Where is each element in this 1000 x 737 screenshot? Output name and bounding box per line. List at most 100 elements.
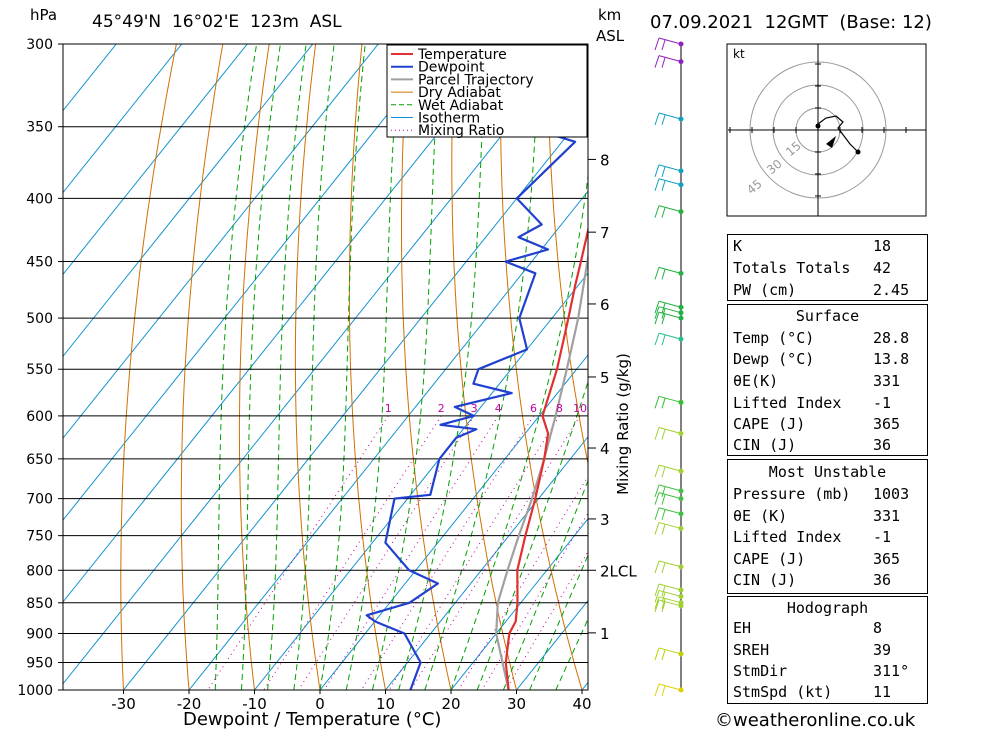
temperature-tick-label: 20 — [441, 695, 460, 713]
hodograph-title: Hodograph — [728, 597, 927, 618]
most-unstable-row: CIN (J)36 — [728, 569, 927, 590]
wind-barb-flag — [655, 396, 659, 408]
wind-barb — [655, 56, 684, 68]
isotherm-line — [58, 44, 575, 690]
mixing-ratio-axis-label: Mixing Ratio (g/kg) — [614, 353, 632, 495]
pressure-tick-label: 300 — [26, 37, 53, 53]
wind-barb-shaft — [659, 561, 681, 567]
pressure-tick-label: 850 — [26, 596, 53, 612]
temperature-line — [506, 44, 601, 690]
dry-adiabat-line — [181, 44, 223, 690]
dry-adiabat-line — [402, 44, 452, 690]
wet-adiabat-line — [294, 44, 334, 690]
wind-barb-shaft — [659, 584, 681, 590]
km-tick-label: 2LCL — [600, 562, 637, 580]
wind-barb-flag — [662, 467, 665, 477]
mixing-ratio-label: 1 — [385, 402, 392, 415]
pressure-tick-label: 650 — [26, 452, 53, 468]
wind-barb-dot — [679, 310, 684, 315]
yunit-label: hPa — [30, 6, 57, 24]
wind-barb-dot — [679, 305, 684, 310]
footer-site: weatheronline.co.uk — [733, 710, 915, 731]
wind-barb-dot — [679, 209, 684, 214]
wind-barb-flag — [655, 165, 659, 177]
km-tick-label: 8 — [600, 151, 610, 169]
footer-credit: ©weatheronline.co.uk — [715, 710, 915, 731]
wind-barb-dot — [679, 588, 684, 593]
wind-barb-flag — [662, 398, 665, 408]
wind-barb-flag — [655, 584, 659, 596]
wind-barb-flag — [655, 179, 659, 191]
km-tick-label: 3 — [600, 511, 610, 529]
wind-barb-flag — [662, 208, 665, 218]
wind-barb-shaft — [659, 396, 681, 402]
pressure-tick-label: 700 — [26, 492, 53, 508]
wind-barb-flag — [662, 58, 665, 68]
pressure-tick-label: 900 — [26, 626, 53, 642]
wind-barb-shaft — [659, 301, 681, 307]
datetime-title: 07.09.2021 12GMT (Base: 12) — [650, 12, 932, 33]
isotherm-line — [255, 44, 772, 690]
pressure-tick-label: 600 — [26, 409, 53, 425]
x-axis-label: Dewpoint / Temperature (°C) — [183, 709, 441, 730]
pressure-tick-label: 550 — [26, 362, 53, 378]
wind-barb — [655, 179, 684, 191]
wind-barb-flag — [655, 113, 659, 125]
wind-barb-shaft — [659, 485, 681, 491]
wind-barb-dot — [679, 496, 684, 501]
mixing-ratio-line — [389, 416, 560, 690]
wind-barb-shaft — [659, 600, 681, 606]
most-unstable-table: Most Unstable Pressure (mb)1003 θE (K)33… — [727, 459, 928, 594]
surface-row: θE(K)331 — [728, 370, 927, 391]
wind-barb-flag — [662, 167, 665, 177]
wind-barb — [655, 465, 684, 477]
isotherm-line — [124, 44, 641, 690]
surface-row: Lifted Index-1 — [728, 392, 927, 413]
most-unstable-row: Lifted Index-1 — [728, 526, 927, 547]
wind-barb — [655, 684, 684, 696]
pressure-tick-label: 1000 — [17, 683, 53, 699]
wind-barb-dot — [679, 688, 684, 693]
km-tick-label: 7 — [600, 224, 610, 242]
wind-barb — [655, 648, 684, 660]
wind-barb-flag — [662, 181, 665, 191]
wind-barb — [655, 522, 684, 534]
km-tick-label: 4 — [600, 440, 610, 458]
isotherm-line — [0, 44, 116, 690]
location-title: 45°49'N 16°02'E 123m ASL — [92, 12, 342, 32]
mixing-ratio-line — [324, 416, 498, 690]
wind-barb-flag — [655, 648, 659, 660]
surface-table: Surface Temp (°C)28.8 Dewp (°C)13.8 θE(K… — [727, 304, 928, 456]
wind-barb-shaft — [659, 465, 681, 471]
wind-barb — [655, 267, 684, 279]
wind-barb-dot — [679, 594, 684, 599]
hodograph-row: StmSpd (kt)11 — [728, 681, 927, 702]
wind-barb-flag — [662, 115, 665, 125]
wind-barb-dot — [679, 42, 684, 47]
temperature-tick-label: 30 — [507, 695, 526, 713]
wind-barb-flag — [655, 684, 659, 696]
wind-barb-shaft — [659, 113, 681, 119]
km-tick-label: 6 — [600, 296, 610, 314]
wind-barb-shaft — [659, 648, 681, 654]
wind-barb-shaft — [659, 267, 681, 273]
dry-adiabat-line — [594, 44, 713, 690]
most-unstable-title: Most Unstable — [728, 461, 927, 482]
wind-barb-dot — [679, 59, 684, 64]
wind-barb-flag — [662, 40, 665, 50]
pressure-tick-label: 800 — [26, 563, 53, 579]
most-unstable-row: Pressure (mb)1003 — [728, 483, 927, 504]
most-unstable-row: CAPE (J)365 — [728, 548, 927, 569]
mixing-ratio-label: 4 — [495, 402, 502, 415]
mixing-ratio-label: 2 — [438, 402, 445, 415]
surface-row: Temp (°C)28.8 — [728, 327, 927, 348]
wind-barb-shaft — [659, 522, 681, 528]
surface-row: CAPE (J)365 — [728, 413, 927, 434]
wind-barb-flag — [655, 267, 659, 279]
wind-barb-dot — [679, 511, 684, 516]
wind-barb-dot — [679, 182, 684, 187]
wind-barb-dot — [679, 271, 684, 276]
